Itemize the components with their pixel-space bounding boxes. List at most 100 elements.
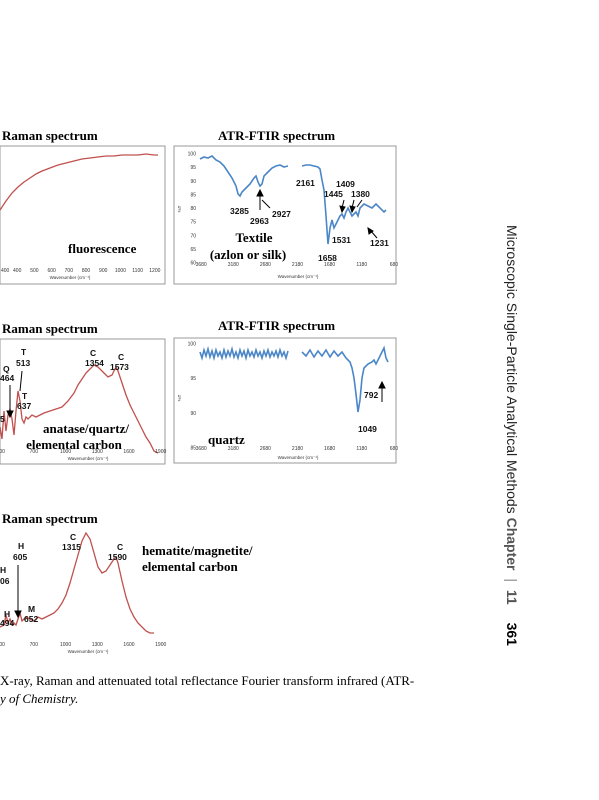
ftir2-frame [173,337,397,464]
raman1-x-tick-label: 400 [13,268,22,274]
raman2-peak-label: 637 [17,401,31,411]
ftir1-peak-label: 1531 [332,235,351,245]
raman3-peak-label: H [0,565,6,575]
ftir2-title: ATR-FTIR spectrum [218,318,336,333]
raman3-peak-label: M [28,604,35,614]
raman3-annotation-line2: elemental carbon [142,559,238,574]
ftir1-peak-label: 1380 [351,189,370,199]
raman1-x-tick-label: 900 [99,268,108,274]
page-number: 361 [504,622,520,646]
raman1-xlabel: Wavenumber (cm⁻¹) [50,275,91,280]
ftir1-y-tick-label: 70 [190,233,196,239]
raman2-annotation-line2: elemental carbon [26,437,122,452]
raman2-panel: 00 700 1000 1300 1600 1900 Wavenumber (cm⁻¹) … [0,338,170,469]
ftir1-annotation-line2: (azlon or silk) [210,247,286,262]
ftir1-y-tick-label: 60 [190,261,196,267]
ftir2-x-tick-label: 1180 [356,446,367,452]
raman1-series-line [0,153,158,211]
raman3-peak-label: H [18,541,24,551]
raman3-chart: 00 700 1000 1300 1600 1900 Wavenumber (cm⁻¹) … [0,531,253,654]
ftir1-peak-label: 2963 [250,216,269,226]
raman3-peak-label: 605 [13,552,27,562]
raman2-peak-label: 5 [0,414,5,424]
raman2-peak-label: 1354 [85,358,104,368]
raman2-peak-label: C [90,348,96,358]
ftir2-series-line-b [301,345,389,413]
raman2-x-tick-label: 1900 [155,449,166,455]
raman2-x-tick-label: 1000 [60,449,71,455]
ftir1-x-tick-label: 3680 [196,262,207,268]
figure-caption: X-ray, Raman and attenuated total reflec… [0,672,480,708]
ftir2-x-tick-label: 3180 [228,446,239,452]
raman1-annotation: fluorescence [68,241,137,256]
raman2-chart: 00 700 1000 1300 1600 1900 Wavenumber (cm⁻¹) … [0,338,166,465]
ftir1-y-tick-label: 85 [190,192,196,198]
raman3-annotation-line1: hematite/magnetite/ [142,543,253,558]
raman1-chart: fluorescence 400 400 500 600 700 800 900 1000 11… [0,145,166,285]
raman2-peak-label: T [22,391,28,401]
raman2-peak-label: Q [3,364,10,374]
raman1-x-tick-label: 1100 [132,268,143,274]
running-head-chapter-number: 11 [504,589,520,605]
raman2-series-line [0,364,159,454]
raman2-peak-label: 1573 [110,362,129,372]
ftir1-y-tick-label: 80 [190,206,196,212]
raman3-x-tick-label: 1300 [92,642,103,648]
ftir2-arrows [378,380,386,402]
raman1-panel: fluorescence 400 400 500 600 700 800 900 1000 11… [0,145,170,291]
ftir2-x-tick-label: 680 [390,446,399,452]
raman3-title: Raman spectrum [2,511,98,526]
raman1-x-tick-label: 700 [65,268,74,274]
raman3-xlabel: Wavenumber (cm⁻¹) [68,649,109,654]
raman2-peak-label: 513 [16,358,30,368]
raman2-title: Raman spectrum [2,321,98,336]
ftir1-peak-label: 1445 [324,189,343,199]
raman3-x-tick-label: 1600 [123,642,134,648]
ftir1-x-tick-label: 2680 [260,262,271,268]
ftir1-peak-label: 1658 [318,253,337,263]
raman3-peak-label: C [117,542,123,552]
raman1-x-tick-label: 600 [47,268,56,274]
ftir1-x-tick-label: 680 [390,262,399,268]
raman2-x-tick-label: 00 [0,449,5,455]
raman3-peak-label: 06 [0,576,10,586]
ftir1-y-tick-label: 95 [190,165,196,171]
ftir1-peak-label: 2161 [296,178,315,188]
raman3-peak-label: 652 [24,614,38,624]
ftir1-peak-label: 1231 [370,238,389,248]
raman2-x-tick-label: 1600 [123,449,134,455]
raman3-series-line [0,531,154,634]
ftir2-series-line-a [199,345,289,362]
ftir1-chart: 100 95 90 85 80 75 70 65 60 %T 3680 3180 2680 2180 1… [173,145,399,285]
running-head: Microscopic Single-Particle Analytical M… [500,225,540,695]
running-head-text: Microscopic Single-Particle Analytical M… [504,225,520,646]
ftir1-x-tick-label: 2180 [292,262,303,268]
caption-line-1: X-ray, Raman and attenuated total reflec… [0,673,415,688]
raman3-panel: 00 700 1000 1300 1600 1900 Wavenumber (cm⁻¹) … [0,529,253,659]
raman3-peak-label: 1590 [108,552,127,562]
raman2-xlabel: Wavenumber (cm⁻¹) [68,456,109,461]
ftir2-peak-label: 1049 [358,424,377,434]
raman2-x-tick-label: 1300 [92,449,103,455]
raman3-x-tick-label: 700 [30,642,39,648]
running-head-chapter-label: Chapter [504,517,520,571]
raman3-peak-label: 494 [0,618,14,628]
raman3-peak-label: 1315 [62,542,81,552]
ftir2-x-tick-label: 2180 [292,446,303,452]
ftir1-annotation-line1: Textile [235,230,272,245]
ftir1-y-tick-label: 90 [190,179,196,185]
ftir1-panel: 100 95 90 85 80 75 70 65 60 %T 3680 3180 2680 2180 1… [173,145,399,286]
raman2-annotation-line1: anatase/quartz/ [43,421,129,436]
raman1-frame [0,145,166,285]
ftir1-arrows [256,188,378,239]
ftir1-x-tick-label: 3180 [228,262,239,268]
ftir1-ylabel: %T [177,205,182,212]
raman3-x-tick-label: 1900 [155,642,166,648]
ftir1-x-tick-label: 1180 [356,262,367,268]
ftir2-x-tick-label: 1680 [324,446,335,452]
ftir1-series-line-b [301,164,387,245]
ftir1-y-tick-label: 75 [190,220,196,226]
raman1-title: Raman spectrum [2,128,98,143]
raman3-peak-label: C [70,532,76,542]
raman2-frame [0,338,166,465]
